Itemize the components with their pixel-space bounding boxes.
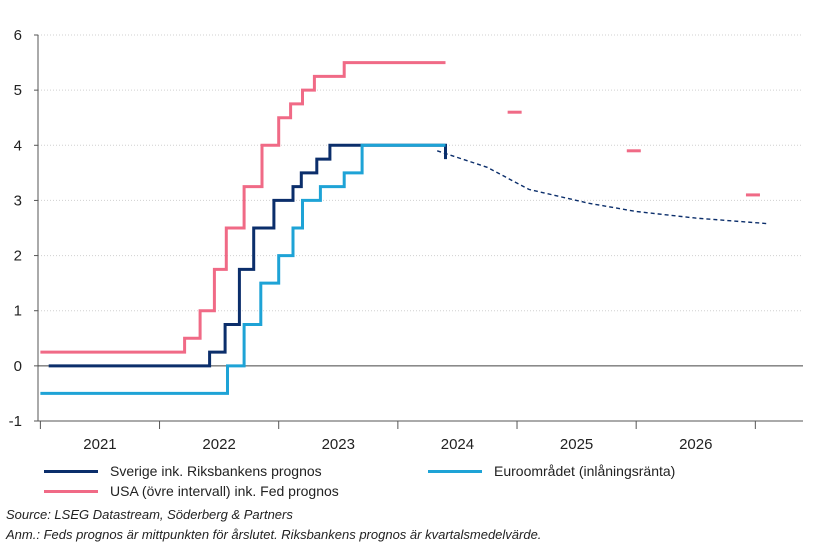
y-tick-label: 4 xyxy=(14,137,22,154)
y-tick-label: 0 xyxy=(14,358,22,375)
series-line-sweden_forecast xyxy=(436,150,768,225)
y-tick-label: -1 xyxy=(9,413,22,430)
legend-label-usa: USA (övre intervall) ink. Fed prognos xyxy=(110,483,339,499)
series-lines xyxy=(40,61,768,395)
gridlines xyxy=(38,34,803,422)
legend-swatch-usa xyxy=(44,489,98,493)
series-line-euro xyxy=(40,143,446,395)
axes xyxy=(34,34,803,429)
series-line-sweden xyxy=(48,143,447,368)
x-tick-label: 2023 xyxy=(322,436,355,453)
y-tick-label: 1 xyxy=(14,303,22,320)
y-tick-label: 6 xyxy=(14,27,22,44)
legend-item-usa: USA (övre intervall) ink. Fed prognos xyxy=(44,483,339,499)
source-note: Source: LSEG Datastream, Söderberg & Par… xyxy=(6,507,293,522)
x-tick-label: 2024 xyxy=(441,436,474,453)
legend-label-sweden: Sverige ink. Riksbankens prognos xyxy=(110,463,322,479)
legend-swatch-sweden xyxy=(44,469,98,473)
legend-swatch-euro xyxy=(428,469,482,473)
legend-label-euro: Euroområdet (inlåningsränta) xyxy=(494,463,676,479)
footnote: Anm.: Feds prognos är mittpunkten för år… xyxy=(6,527,542,542)
x-tick-label: 2022 xyxy=(202,436,235,453)
tick-labels: -1 0 1 2 3 4 5 6 2021 2022 2023 2024 2025 2026 xyxy=(9,27,713,453)
y-tick-label: 5 xyxy=(14,82,22,99)
x-tick-label: 2021 xyxy=(83,436,116,453)
x-tick-label: 2025 xyxy=(560,436,593,453)
y-tick-label: 2 xyxy=(14,248,22,265)
interest-rate-chart: -1 0 1 2 3 4 5 6 2021 2022 2023 2024 2025 2026 xyxy=(9,27,803,453)
x-tick-label: 2026 xyxy=(679,436,712,453)
legend-item-euro: Euroområdet (inlåningsränta) xyxy=(428,463,675,479)
series-line-usa xyxy=(40,61,446,354)
y-tick-label: 3 xyxy=(14,192,22,209)
legend-item-sweden: Sverige ink. Riksbankens prognos xyxy=(44,463,322,479)
